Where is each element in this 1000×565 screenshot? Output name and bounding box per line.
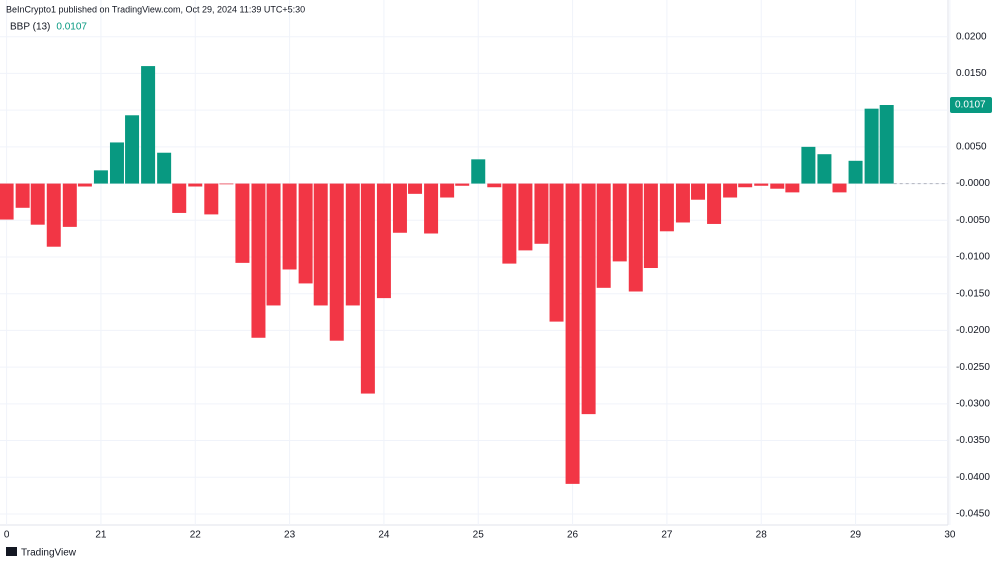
bar — [424, 183, 439, 234]
y-tick-label: -0.0000 — [956, 178, 990, 189]
bar — [392, 183, 407, 233]
x-tick-label: 30 — [944, 530, 956, 541]
y-tick-label: -0.0150 — [956, 288, 990, 299]
bar — [46, 183, 61, 247]
bar — [376, 183, 391, 299]
legend-name: BBP (13) — [10, 22, 50, 33]
bar — [502, 183, 517, 264]
bar — [691, 183, 706, 200]
x-tick-label: 25 — [473, 530, 485, 541]
x-tick-label: 0 — [4, 530, 10, 541]
bar — [675, 183, 690, 223]
bar — [125, 115, 140, 184]
bar — [628, 183, 643, 292]
last-value-label: 0.0107 — [955, 100, 986, 111]
y-tick-label: -0.0100 — [956, 252, 990, 263]
brand-logo — [6, 547, 17, 556]
bar — [471, 159, 486, 184]
bar — [282, 183, 297, 270]
bar — [188, 183, 203, 187]
y-tick-label: -0.0300 — [956, 398, 990, 409]
bar — [345, 183, 360, 306]
y-tick-label: -0.0450 — [956, 509, 990, 520]
bar — [329, 183, 344, 341]
x-tick-label: 29 — [850, 530, 862, 541]
y-tick-label: 0.0050 — [956, 141, 987, 152]
y-tick-label: -0.0050 — [956, 215, 990, 226]
bar — [785, 183, 800, 193]
y-tick-label: 0.0200 — [956, 31, 987, 42]
bars — [0, 66, 948, 484]
bar — [487, 183, 502, 188]
bar — [565, 183, 580, 484]
bar — [408, 183, 423, 194]
x-tick-label: 28 — [756, 530, 768, 541]
brand: TradingView — [21, 548, 77, 559]
x-tick-label: 24 — [378, 530, 390, 541]
bar — [360, 183, 375, 394]
y-tick-label: -0.0250 — [956, 362, 990, 373]
x-tick-label: 27 — [661, 530, 673, 541]
bar — [817, 154, 832, 184]
bar — [596, 183, 611, 288]
bar — [643, 183, 658, 269]
bar — [235, 183, 250, 263]
x-tick-label: 26 — [567, 530, 579, 541]
bar — [313, 183, 328, 306]
bar — [879, 105, 894, 184]
bar — [141, 66, 156, 184]
bar — [455, 183, 470, 186]
bar — [0, 183, 14, 220]
bar — [172, 183, 187, 213]
bar — [864, 108, 879, 184]
bar — [15, 183, 30, 208]
bar — [157, 152, 172, 184]
bar — [93, 170, 108, 184]
bar — [30, 183, 45, 225]
bar — [612, 183, 627, 262]
bar — [298, 183, 313, 284]
bar — [440, 183, 455, 198]
x-tick-label: 23 — [284, 530, 296, 541]
y-tick-label: -0.0200 — [956, 325, 990, 336]
bar — [738, 183, 753, 188]
bar — [534, 183, 549, 244]
bar — [801, 146, 816, 184]
bar — [770, 183, 785, 189]
bar — [109, 142, 124, 184]
last-value-tag — [950, 97, 992, 113]
bar — [581, 183, 596, 415]
bar — [832, 183, 847, 193]
bar — [848, 160, 863, 184]
y-tick-label: -0.0400 — [956, 472, 990, 483]
bar — [266, 183, 281, 306]
bar — [62, 183, 77, 227]
y-tick-label: 0.0150 — [956, 68, 987, 79]
bar — [723, 183, 738, 198]
legend-value: 0.0107 — [56, 22, 87, 33]
bar — [518, 183, 533, 251]
x-tick-label: 22 — [190, 530, 202, 541]
header: BeInCrypto1 published on TradingView.com… — [6, 4, 305, 14]
bar — [754, 183, 769, 186]
bar — [707, 183, 722, 224]
bar — [77, 183, 92, 187]
bar — [204, 183, 219, 215]
bar — [251, 183, 266, 338]
bar — [219, 183, 234, 185]
bar — [659, 183, 674, 232]
y-tick-label: -0.0350 — [956, 435, 990, 446]
bar — [549, 183, 564, 322]
x-tick-label: 21 — [95, 530, 107, 541]
